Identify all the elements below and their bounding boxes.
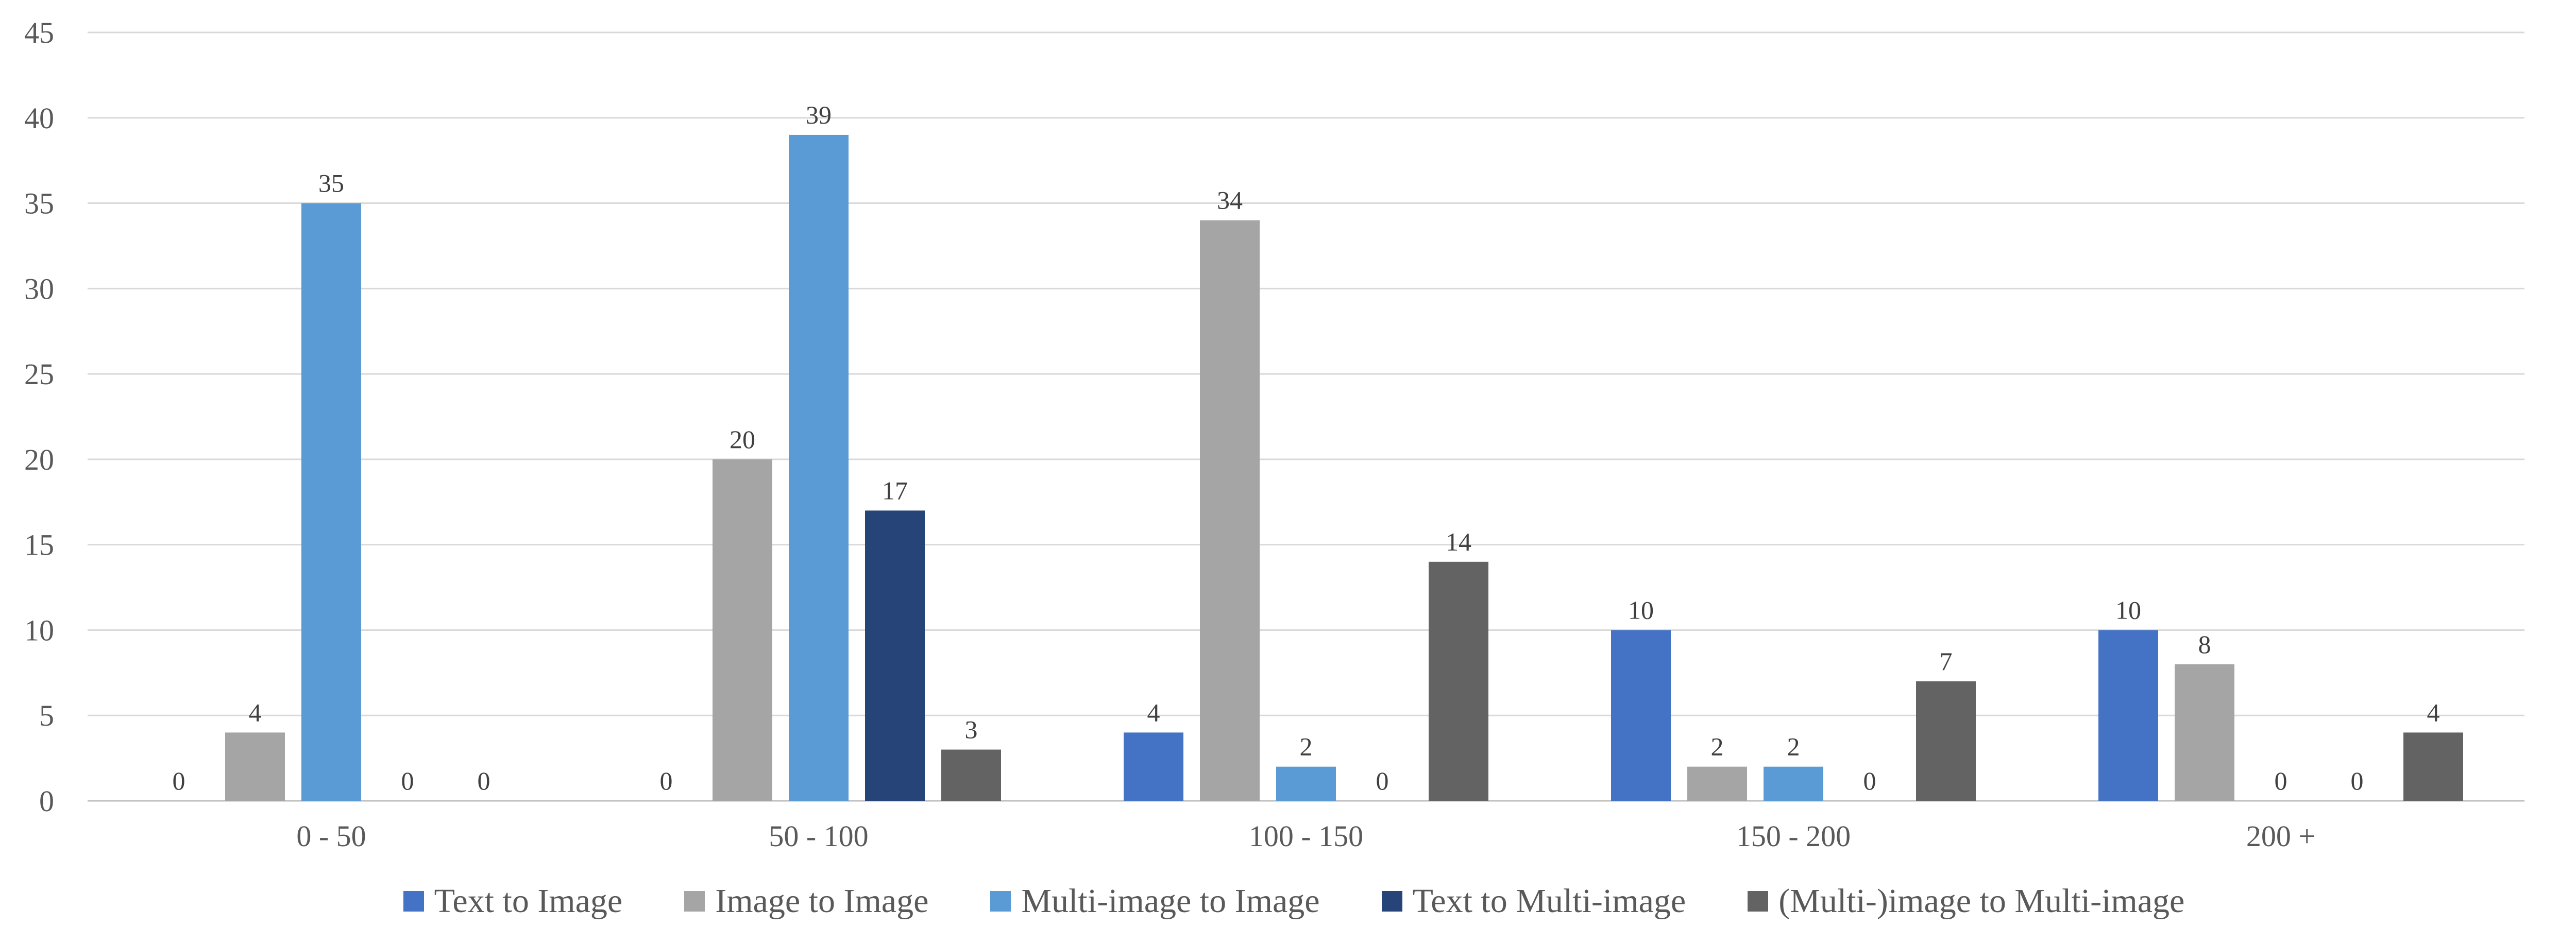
data-label: 0 (2275, 766, 2287, 795)
data-label: 4 (2427, 698, 2440, 727)
data-label: 39 (806, 100, 832, 129)
data-label: 10 (1628, 595, 1654, 624)
legend-swatch (403, 891, 424, 912)
x-axis-ticks: 0 - 50 50 - 100 100 - 150 150 - 200 200 + (296, 819, 2315, 853)
data-label: 0 (2351, 766, 2364, 795)
legend-label: (Multi-)image to Multi-image (1778, 882, 2185, 920)
legend-item: Multi-image to Image (990, 882, 1320, 921)
bar-image-to-image (225, 732, 285, 801)
data-label: 0 (478, 766, 490, 795)
y-tick-label: 5 (39, 699, 54, 732)
bar-image-to-image (713, 459, 772, 801)
legend-swatch (684, 891, 705, 912)
data-label: 2 (1300, 732, 1313, 761)
data-label: 0 (1376, 766, 1389, 795)
y-tick-label: 20 (24, 443, 54, 476)
y-tick-label: 0 (39, 784, 54, 818)
bar-multi-image-to-image (1276, 766, 1336, 801)
data-label: 4 (249, 698, 262, 727)
x-tick-label: 0 - 50 (296, 819, 366, 853)
legend-label: Multi-image to Image (1021, 882, 1320, 920)
bar-image-to-image (1200, 220, 1260, 801)
bar-multi-image-to-multi-image (941, 749, 1001, 801)
bar-multi-image-to-image (301, 203, 361, 801)
bar-multi-image-to-multi-image (1429, 561, 1488, 801)
x-tick-label: 150 - 200 (1736, 819, 1851, 853)
data-label: 35 (318, 169, 344, 198)
legend-item: Image to Image (684, 882, 928, 921)
y-tick-label: 15 (24, 528, 54, 562)
x-tick-label: 100 - 150 (1249, 819, 1363, 853)
bar-text-to-image (2098, 630, 2158, 801)
y-tick-label: 45 (24, 16, 54, 49)
data-label: 0 (401, 766, 414, 795)
y-tick-label: 10 (24, 613, 54, 647)
data-label: 0 (1863, 766, 1876, 795)
y-tick-label: 30 (24, 272, 54, 305)
legend-item: Text to Image (403, 882, 623, 921)
bar-image-to-image (1687, 766, 1747, 801)
legend-swatch (1381, 891, 1402, 912)
legend-swatch (990, 891, 1011, 912)
legend-item: Text to Multi-image (1381, 882, 1686, 921)
data-label: 20 (730, 425, 755, 454)
bar-multi-image-to-multi-image (1916, 681, 1976, 801)
data-label: 34 (1217, 186, 1243, 215)
legend: Text to Image Image to Image Multi-image t… (0, 876, 2576, 927)
y-tick-label: 40 (24, 101, 54, 135)
bar-multi-image-to-image (789, 134, 849, 801)
data-label: 0 (660, 766, 673, 795)
legend-label: Image to Image (715, 882, 929, 920)
x-tick-label: 50 - 100 (769, 819, 868, 853)
data-label: 14 (1446, 527, 1471, 556)
bar-multi-image-to-image (1764, 766, 1823, 801)
data-label: 2 (1711, 732, 1724, 761)
y-tick-label: 35 (24, 187, 54, 220)
legend-label: Text to Image (434, 882, 623, 920)
x-tick-label: 200 + (2246, 819, 2315, 853)
data-label: 2 (1787, 732, 1800, 761)
legend-label: Text to Multi-image (1412, 882, 1686, 920)
y-tick-label: 25 (24, 357, 54, 391)
legend-item: (Multi-)image to Multi-image (1748, 882, 2184, 921)
y-axis-ticks: 0 5 10 15 20 25 30 35 40 45 (24, 16, 54, 818)
bar-text-to-image (1124, 732, 1183, 801)
data-label: 7 (1940, 647, 1953, 676)
data-label: 0 (173, 766, 185, 795)
bar-text-to-image (1611, 630, 1671, 801)
gridlines (88, 31, 2524, 802)
data-label: 3 (965, 715, 978, 744)
bar-image-to-image (2175, 664, 2234, 801)
bar-text-to-multi-image (865, 510, 925, 801)
data-label: 4 (1147, 698, 1160, 727)
legend-swatch (1748, 891, 1769, 912)
data-label: 8 (2198, 630, 2211, 659)
data-label: 17 (882, 476, 908, 505)
bar-multi-image-to-multi-image (2403, 732, 2463, 801)
data-label: 10 (2115, 595, 2141, 624)
bars (225, 134, 2463, 801)
